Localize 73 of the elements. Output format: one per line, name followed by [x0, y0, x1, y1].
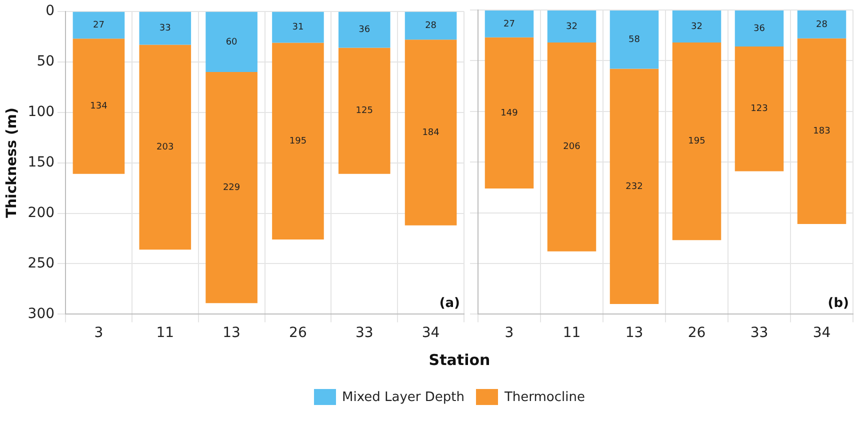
data-label: 125 [356, 106, 373, 116]
bar [484, 37, 534, 188]
bar [484, 10, 534, 38]
x-tick-label: 26 [688, 325, 706, 342]
x-tick-label: 33 [750, 325, 768, 342]
y-axis-title: Thickness (m) [4, 108, 20, 218]
bar [672, 10, 722, 42]
data-label: 28 [425, 21, 437, 32]
bar [206, 12, 258, 72]
y-tick-label: 0 [46, 3, 55, 20]
bar [610, 10, 659, 69]
bar [72, 38, 125, 174]
data-label: 123 [750, 104, 768, 114]
data-label: 195 [289, 136, 307, 146]
data-label: 32 [691, 22, 702, 32]
x-tick-label: 13 [625, 325, 644, 342]
data-label: 58 [628, 35, 640, 45]
data-label: 184 [422, 128, 440, 138]
bar [72, 12, 125, 39]
bar [139, 44, 192, 250]
bar [734, 10, 784, 47]
data-label: 36 [754, 24, 766, 34]
data-label: 229 [222, 182, 240, 193]
bar [404, 40, 457, 226]
x-tick-label: 11 [156, 325, 174, 342]
data-label: 134 [90, 102, 108, 112]
legend-label: Thermocline [504, 390, 585, 404]
data-label: 195 [688, 136, 706, 147]
bar [272, 12, 324, 43]
data-label: 206 [563, 142, 581, 152]
data-label: 183 [813, 126, 830, 137]
bar [734, 46, 784, 172]
bar [610, 68, 659, 304]
data-label: 203 [156, 142, 174, 152]
y-tick-label: 50 [36, 54, 55, 70]
bar [139, 12, 192, 45]
x-tick-label: 34 [422, 325, 440, 342]
x-tick-label: 34 [812, 325, 831, 342]
x-tick-label: 3 [94, 325, 104, 342]
data-label: 27 [504, 19, 515, 30]
y-tick-label: 100 [28, 104, 55, 120]
data-label: 31 [292, 22, 304, 33]
bar [338, 12, 390, 48]
data-label: 27 [93, 20, 104, 31]
x-tick-label: 13 [222, 325, 240, 342]
data-label: 60 [226, 37, 238, 48]
data-label: 28 [816, 20, 828, 30]
bar [272, 42, 324, 240]
bar [797, 38, 846, 224]
bar [547, 42, 596, 252]
data-label: 36 [358, 25, 370, 36]
bar [547, 10, 596, 42]
x-tick-label: 11 [562, 325, 581, 342]
data-label: 149 [500, 108, 518, 118]
bar [404, 12, 457, 40]
data-label: 32 [566, 22, 578, 32]
bar [672, 42, 722, 240]
y-tick-label: 300 [28, 306, 55, 322]
annotation: (a) [439, 296, 460, 312]
y-tick-label: 200 [28, 204, 55, 221]
data-label: 232 [626, 182, 643, 192]
y-tick-label: 150 [28, 154, 55, 170]
y-tick-label: 250 [28, 255, 55, 272]
bar [338, 48, 390, 174]
bar [797, 10, 846, 38]
bar [206, 72, 258, 304]
legend-label: Mixed Layer Depth [342, 390, 464, 404]
x-axis-title: Station [428, 350, 492, 371]
data-label: 33 [159, 24, 171, 34]
x-tick-label: 26 [289, 325, 307, 342]
x-tick-label: 33 [355, 325, 374, 342]
annotation: (b) [828, 296, 849, 312]
x-tick-label: 3 [504, 325, 514, 342]
